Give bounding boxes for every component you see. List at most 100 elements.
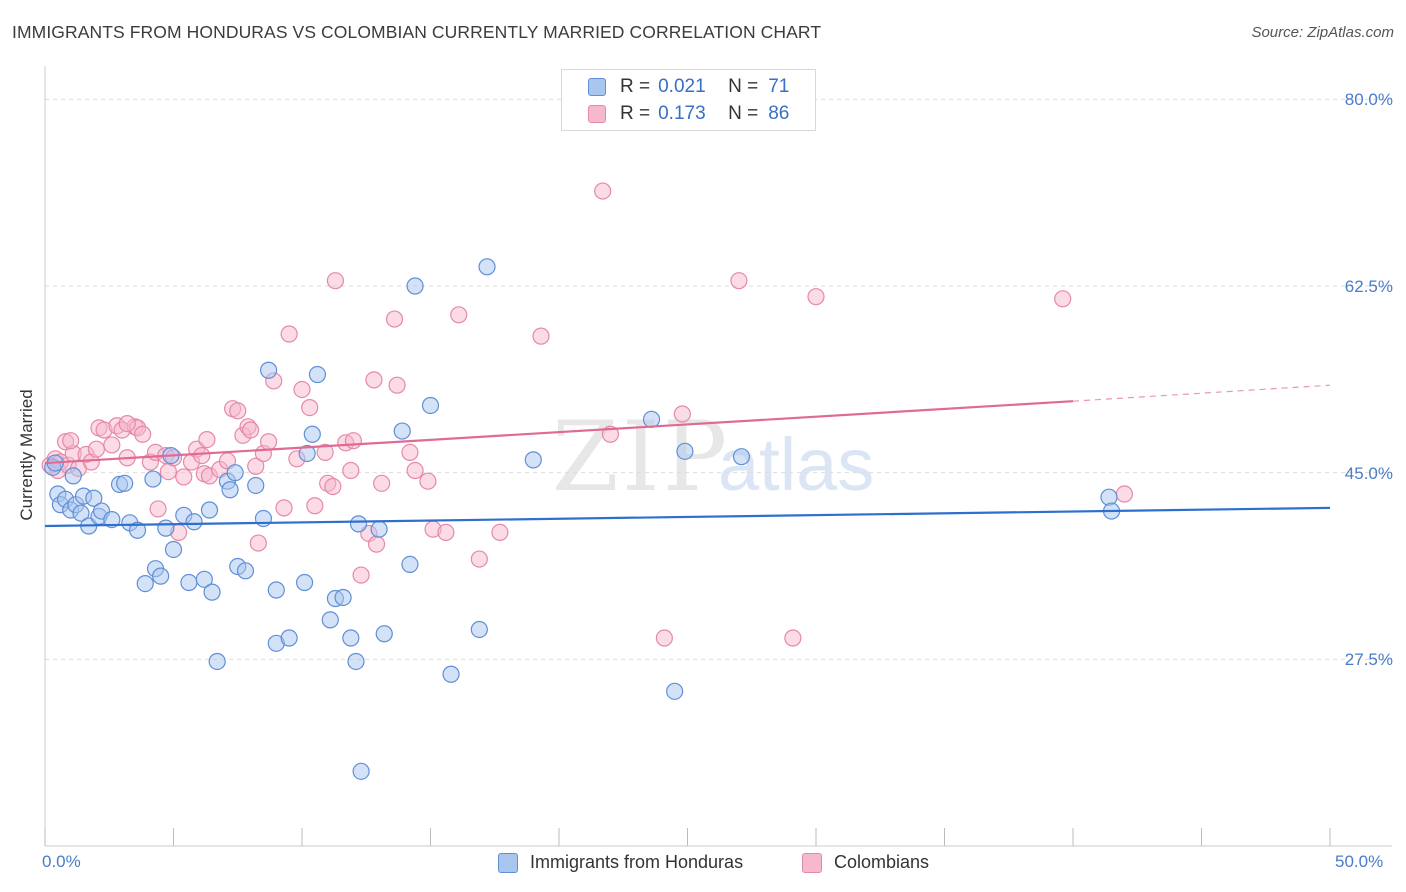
honduras-point: [208, 652, 226, 671]
honduras-point: [524, 451, 542, 469]
legend-n-value: 71: [768, 76, 790, 97]
bottom-legend-label-honduras: Immigrants from Honduras: [530, 852, 744, 872]
colombians-point: [149, 500, 167, 518]
watermark-zip: ZIP: [552, 401, 730, 513]
honduras-point: [267, 581, 285, 599]
colombians-point: [344, 432, 362, 450]
colombians-point: [365, 371, 383, 389]
honduras-point: [393, 422, 411, 440]
colombians-point: [242, 421, 260, 439]
honduras-point: [236, 562, 255, 580]
colombians-point: [175, 468, 193, 486]
honduras-point: [72, 504, 90, 522]
bottom-legend-swatch-colombians: [802, 852, 822, 873]
honduras-point: [421, 396, 440, 415]
honduras-point: [103, 510, 121, 529]
honduras-point: [303, 425, 321, 443]
honduras-point: [732, 448, 751, 466]
honduras-point: [254, 509, 273, 528]
colombians-point: [87, 440, 106, 458]
colombians-point: [373, 474, 391, 492]
honduras-point: [85, 489, 103, 507]
legend-n-label: N =: [728, 76, 759, 97]
honduras-point: [180, 573, 198, 592]
legend-row-honduras: R = 0.021 N = 71: [588, 75, 789, 99]
honduras-point: [247, 476, 265, 495]
colombians-point: [388, 376, 406, 394]
bottom-legend-colombians: Colombians: [802, 852, 929, 873]
honduras-point: [352, 762, 370, 780]
colombians-point: [193, 447, 211, 465]
y-tick-label: 62.5%: [1344, 277, 1393, 296]
honduras-point: [478, 258, 496, 276]
colombians-points: [41, 182, 1134, 647]
colombians-point: [316, 443, 334, 461]
honduras-point: [152, 567, 170, 585]
honduras-point: [259, 361, 278, 379]
watermark: ZIP atlas: [552, 401, 874, 513]
honduras-point: [185, 513, 203, 531]
colombians-point: [198, 431, 216, 449]
y-tick-label: 80.0%: [1344, 90, 1393, 110]
colombians-point: [594, 182, 612, 200]
source-label: Source: ZipAtlas.com: [1251, 24, 1394, 41]
colombians-point: [103, 436, 121, 454]
colombians-point: [532, 327, 550, 345]
colombians-point: [1054, 290, 1072, 308]
honduras-point: [347, 652, 365, 671]
colombians-point: [293, 380, 311, 399]
bottom-legend-label-colombians: Colombians: [834, 852, 930, 872]
colombians-point: [280, 325, 298, 343]
colombians-point: [437, 523, 455, 542]
colombians-point: [249, 534, 267, 552]
honduras-point: [157, 519, 175, 537]
colombians-point: [134, 425, 152, 443]
colombians-point: [385, 310, 404, 328]
honduras-point: [401, 555, 419, 574]
colombians-point: [301, 399, 319, 417]
colombians-point: [784, 629, 802, 647]
honduras-point: [64, 467, 82, 485]
colombians-point: [326, 272, 345, 290]
honduras-point: [280, 629, 298, 647]
colombians-point: [491, 523, 509, 542]
honduras-point: [676, 442, 694, 460]
legend-swatch-colombians: [588, 105, 606, 123]
honduras-point: [200, 501, 219, 519]
honduras-point: [470, 620, 488, 639]
honduras-point: [349, 515, 368, 533]
honduras-point: [226, 464, 244, 482]
honduras-point: [321, 611, 339, 629]
colombians-point: [306, 497, 324, 515]
honduras-point: [164, 540, 183, 559]
colombians-point: [118, 415, 136, 433]
colombians-point: [259, 433, 278, 451]
honduras-point: [298, 444, 316, 463]
honduras-point: [136, 574, 154, 593]
colombians-point: [342, 461, 360, 480]
honduras-point: [195, 570, 213, 588]
honduras-point: [308, 365, 327, 384]
honduras-points: [44, 258, 1121, 780]
chart-title: IMMIGRANTS FROM HONDURAS VS COLOMBIAN CU…: [12, 22, 822, 42]
colombians-trend-extension: [1072, 384, 1331, 402]
legend-r-label: R =: [620, 103, 651, 124]
colombians-point: [229, 402, 247, 420]
colombians-point: [807, 288, 825, 306]
legend-r-value: 0.173: [658, 103, 706, 124]
honduras-point: [342, 629, 360, 647]
colombians-point: [367, 535, 386, 553]
colombians-point: [62, 432, 80, 450]
colombians-point: [406, 461, 424, 480]
bottom-legend-honduras: Immigrants from Honduras: [498, 852, 743, 873]
y-tick-label: 27.5%: [1344, 650, 1393, 670]
legend-swatch-honduras: [588, 78, 606, 96]
honduras-point: [203, 583, 221, 601]
legend-row-colombians: R = 0.173 N = 86: [588, 102, 789, 126]
honduras-point: [295, 573, 314, 592]
colombians-trend-line: [44, 400, 1074, 465]
colombians-point: [673, 405, 691, 423]
honduras-point: [144, 470, 162, 488]
colombians-point: [450, 306, 468, 324]
